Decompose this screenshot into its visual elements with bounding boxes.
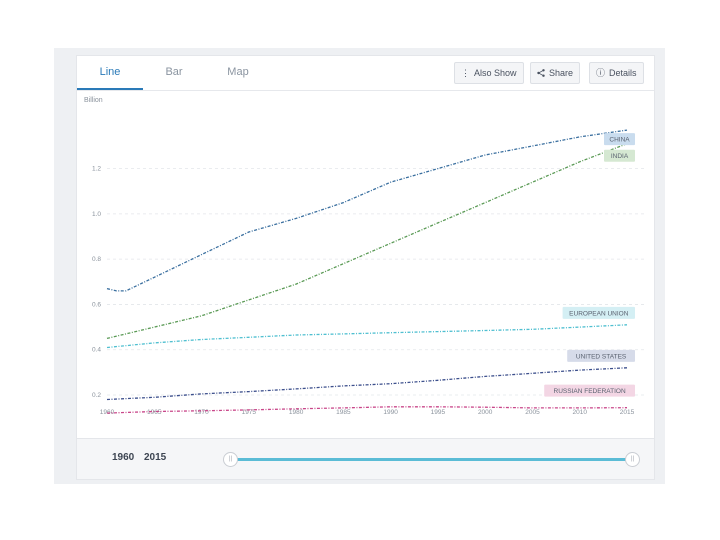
share-icon	[537, 63, 545, 83]
share-button[interactable]: Share	[530, 62, 581, 84]
tab-bar[interactable]: Bar	[165, 66, 183, 78]
range-slider-end-handle[interactable]: ||	[625, 452, 640, 467]
y-tick-label: 0.8	[92, 256, 101, 263]
x-tick-label: 2000	[478, 409, 493, 416]
x-tick-label: 1975	[242, 409, 257, 416]
series-line-european-union	[106, 324, 628, 349]
x-tick-label: 1985	[336, 409, 351, 416]
x-tick-label: 1965	[147, 409, 162, 416]
series-label-box	[604, 133, 635, 146]
series-line-russian-federation	[106, 406, 628, 414]
y-tick-label: 1.0	[92, 211, 101, 218]
y-axis-label: Billion	[84, 97, 103, 104]
share-label: Share	[549, 68, 574, 78]
series-label-box	[604, 149, 635, 162]
also-show-label: Also Show	[474, 68, 517, 78]
x-tick-label: 1980	[289, 409, 304, 416]
range-end-year: 2015	[144, 452, 167, 463]
series-label: UNITED STATES	[576, 353, 627, 360]
line-chart: Billion 0.2 0.4 0.6 0.8 1.0 1.2 1960 1965 1970 197…	[76, 90, 653, 420]
details-button[interactable]: ⓘ Details	[589, 62, 644, 84]
series-label: INDIA	[611, 153, 629, 160]
range-slider-start-handle[interactable]: ||	[223, 452, 238, 467]
x-tick-label: 1970	[194, 409, 209, 416]
details-label: Details	[609, 68, 637, 78]
range-slider-track[interactable]	[231, 458, 635, 461]
y-tick-label: 1.2	[92, 166, 101, 173]
more-vertical-icon: ⋮	[461, 68, 470, 78]
info-icon: ⓘ	[596, 68, 606, 78]
view-tabs: Line Bar Map ⋮ Also Show Share ⓘ Details	[77, 56, 654, 91]
range-bar: 1960 2015 || ||	[76, 438, 655, 480]
y-tick-label: 0.4	[92, 347, 101, 354]
series-label: EUROPEAN UNION	[569, 310, 629, 317]
chart-card: Line Bar Map ⋮ Also Show Share ⓘ Details	[76, 55, 655, 440]
series-line-china	[106, 129, 628, 292]
series-label-box	[567, 349, 635, 362]
x-tick-label: 1990	[383, 409, 398, 416]
tab-map[interactable]: Map	[227, 66, 249, 78]
x-tick-label: 2010	[572, 409, 587, 416]
y-tick-label: 0.6	[92, 301, 101, 308]
series-line-india	[106, 143, 628, 340]
x-tick-label: 2005	[525, 409, 540, 416]
x-tick-label: 1995	[431, 409, 446, 416]
series-label: CHINA	[609, 137, 630, 144]
series-label: RUSSIAN FEDERATION	[554, 388, 626, 395]
y-tick-label: 0.2	[92, 392, 101, 399]
series-label-box	[544, 384, 635, 397]
also-show-button[interactable]: ⋮ Also Show	[454, 62, 524, 84]
x-tick-label: 2015	[620, 409, 635, 416]
tab-line[interactable]: Line	[77, 56, 143, 90]
series-label-box	[562, 306, 635, 319]
series-line-united-states	[106, 367, 628, 401]
range-start-year: 1960	[112, 452, 135, 463]
